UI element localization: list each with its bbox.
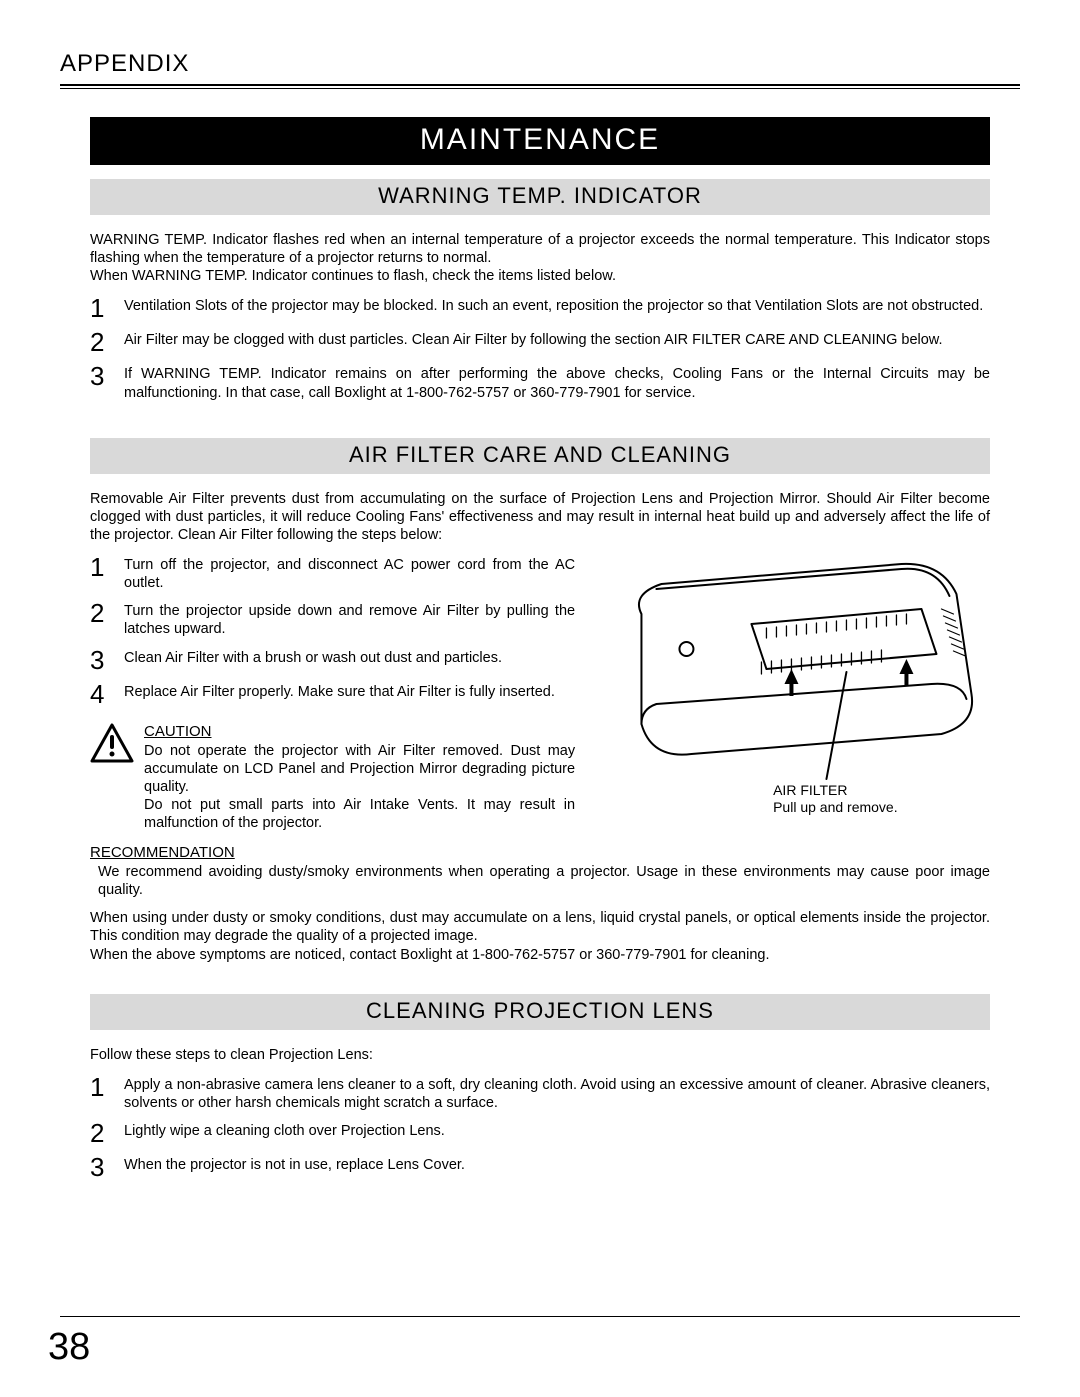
item-text: Air Filter may be clogged with dust part… [124,329,990,349]
caution-title: CAUTION [144,723,575,740]
list-item: 4 Replace Air Filter properly. Make sure… [90,681,575,707]
item-number: 2 [90,329,124,355]
list-item: 3 When the projector is not in use, repl… [90,1154,990,1180]
caution-triangle-icon [90,723,134,768]
list-item: 1 Turn off the projector, and disconnect… [90,554,575,592]
page-content: MAINTENANCE WARNING TEMP. INDICATOR WARN… [60,117,1020,1180]
item-text: Turn the projector upside down and remov… [124,600,575,638]
item-number: 2 [90,600,124,626]
list-item: 2 Air Filter may be clogged with dust pa… [90,329,990,355]
airfilter-list: 1 Turn off the projector, and disconnect… [90,554,575,707]
figure-label: AIR FILTER Pull up and remove. [773,782,898,816]
caution-text: Do not operate the projector with Air Fi… [144,742,575,833]
item-number: 3 [90,647,124,673]
item-number: 1 [90,1074,124,1100]
caution-body: CAUTION Do not operate the projector wit… [144,723,575,833]
figure-label-sub: Pull up and remove. [773,799,898,815]
list-item: 3 If WARNING TEMP. Indicator remains on … [90,363,990,401]
list-item: 2 Turn the projector upside down and rem… [90,600,575,638]
recommendation-text-2: When using under dusty or smoky conditio… [90,909,990,963]
item-number: 3 [90,363,124,389]
airfilter-two-column: 1 Turn off the projector, and disconnect… [90,554,990,834]
lens-intro: Follow these steps to clean Projection L… [90,1046,990,1064]
airfilter-figure-column: AIR FILTER Pull up and remove. [593,554,990,834]
section-heading-warning: WARNING TEMP. INDICATOR [90,179,990,215]
section-heading-airfilter: AIR FILTER CARE AND CLEANING [90,438,990,474]
lens-list: 1 Apply a non-abrasive camera lens clean… [90,1074,990,1180]
page-number: 38 [48,1326,90,1369]
airfilter-figure: AIR FILTER Pull up and remove. [593,554,990,834]
item-number: 2 [90,1120,124,1146]
airfilter-intro: Removable Air Filter prevents dust from … [90,490,990,544]
recommendation-text-1: We recommend avoiding dusty/smoky enviro… [90,863,990,899]
header-rule [60,84,1020,89]
list-item: 1 Apply a non-abrasive camera lens clean… [90,1074,990,1112]
item-text: Ventilation Slots of the projector may b… [124,295,990,315]
item-text: When the projector is not in use, replac… [124,1154,990,1174]
item-number: 1 [90,295,124,321]
item-number: 1 [90,554,124,580]
list-item: 1 Ventilation Slots of the projector may… [90,295,990,321]
list-item: 3 Clean Air Filter with a brush or wash … [90,647,575,673]
airfilter-steps-column: 1 Turn off the projector, and disconnect… [90,554,575,832]
item-text: Turn off the projector, and disconnect A… [124,554,575,592]
main-title: MAINTENANCE [90,117,990,165]
caution-block: CAUTION Do not operate the projector wit… [90,723,575,833]
warning-list: 1 Ventilation Slots of the projector may… [90,295,990,401]
list-item: 2 Lightly wipe a cleaning cloth over Pro… [90,1120,990,1146]
item-number: 4 [90,681,124,707]
item-text: Clean Air Filter with a brush or wash ou… [124,647,575,667]
item-text: Replace Air Filter properly. Make sure t… [124,681,575,701]
section-heading-lens: CLEANING PROJECTION LENS [90,994,990,1030]
appendix-label: APPENDIX [60,50,1020,82]
item-text: If WARNING TEMP. Indicator remains on af… [124,363,990,401]
item-text: Lightly wipe a cleaning cloth over Proje… [124,1120,990,1140]
figure-label-title: AIR FILTER [773,782,847,798]
warning-intro: WARNING TEMP. Indicator flashes red when… [90,231,990,285]
recommendation-title: RECOMMENDATION [90,844,990,861]
item-text: Apply a non-abrasive camera lens cleaner… [124,1074,990,1112]
item-number: 3 [90,1154,124,1180]
footer-rule [60,1316,1020,1317]
